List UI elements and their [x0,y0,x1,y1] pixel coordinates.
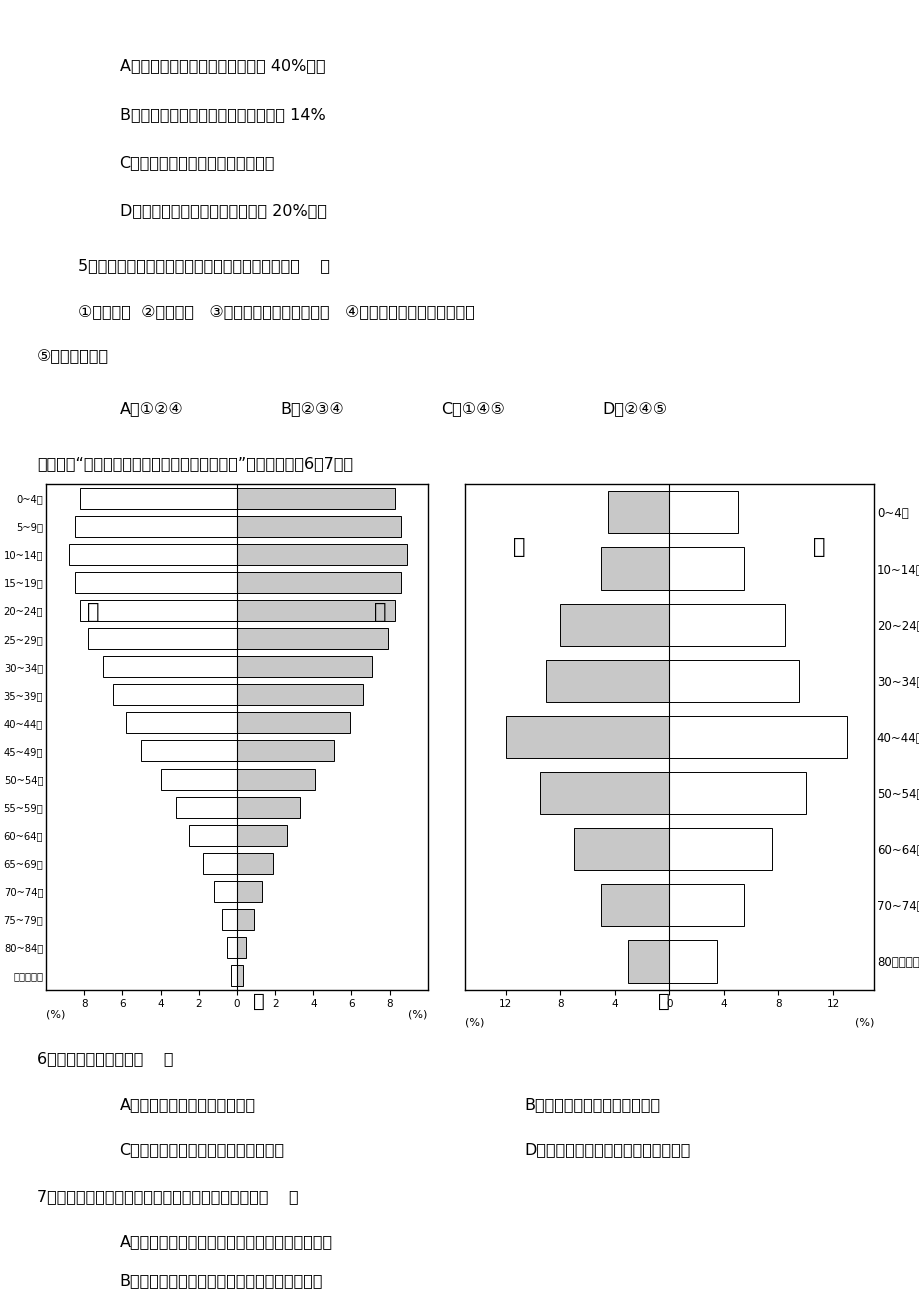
Text: 女: 女 [87,602,100,622]
Bar [539,772,669,814]
Bar [214,880,237,902]
Text: (%): (%) [464,1018,483,1027]
Bar [237,628,387,650]
Bar [237,712,349,733]
Bar [669,548,743,590]
Bar [202,853,237,874]
Bar [88,628,237,650]
Bar [103,656,237,677]
Bar [237,797,300,818]
Text: 乙: 乙 [657,992,669,1012]
Text: C．人口增长较快，劳动力资源丰富: C．人口增长较快，劳动力资源丰富 [119,155,275,171]
Bar [237,768,315,789]
Bar [221,909,237,930]
Text: B．②③④: B．②③④ [280,401,344,417]
Text: D．乙地老龄化较重，年轻人负担较重: D．乙地老龄化较重，年轻人负担较重 [524,1142,690,1157]
Bar [74,572,237,594]
Bar [669,716,845,758]
Text: (%): (%) [408,1009,427,1019]
Text: A．人口增长快，少儿人口比重在 40%以上: A．人口增长快，少儿人口比重在 40%以上 [119,59,325,74]
Bar [600,548,669,590]
Text: 甲、乙是“两地不同年龄和性别的人口金字塔图”。读图，完戀6～7题。: 甲、乙是“两地不同年龄和性别的人口金字塔图”。读图，完戀6～7题。 [37,456,353,471]
Bar [560,604,669,646]
Bar [600,884,669,927]
Bar [669,604,785,646]
Text: (%): (%) [854,1018,873,1027]
Bar [505,716,669,758]
Bar [669,828,771,870]
Bar [237,880,261,902]
Bar [237,853,273,874]
Bar [160,768,237,789]
Bar [237,572,401,594]
Text: 5．下列措施能缓解该国人口现象带来的问题的是（    ）: 5．下列措施能缓解该国人口现象带来的问题的是（ ） [78,258,330,273]
Text: A．大力吸引外来劳动力，解决劳动力不足的问题: A．大力吸引外来劳动力，解决劳动力不足的问题 [119,1234,333,1250]
Bar [237,488,395,509]
Bar [237,909,254,930]
Text: 男: 男 [513,538,525,557]
Bar [189,824,237,846]
Text: ①鼓励生育  ②产业升级   ③提高外来移民的准入门槛   ④加大对抚养儿童的支持力度: ①鼓励生育 ②产业升级 ③提高外来移民的准入门槛 ④加大对抚养儿童的支持力度 [78,305,474,320]
Bar [607,491,669,534]
Text: 男: 男 [373,602,386,622]
Text: 女: 女 [812,538,824,557]
Bar [628,940,669,983]
Bar [227,937,237,958]
Text: (%): (%) [46,1009,65,1019]
Bar [69,544,237,565]
Bar [669,491,737,534]
Text: D．②④⑤: D．②④⑤ [602,401,667,417]
Text: 6．下列推测合理的是（    ）: 6．下列推测合理的是（ ） [37,1051,173,1066]
Text: 甲: 甲 [253,992,265,1012]
Text: C．乙地年轻人少，大学生就业压力小: C．乙地年轻人少，大学生就业压力小 [119,1142,284,1157]
Bar [546,660,669,702]
Text: A．①②④: A．①②④ [119,401,183,417]
Text: B．调整计划生育政策，调控年龄结构失调问题: B．调整计划生育政策，调控年龄结构失调问题 [119,1273,323,1289]
Text: ⑤国际劳务输出: ⑤国际劳务输出 [37,349,108,365]
Bar [237,656,372,677]
Bar [231,965,237,986]
Bar [573,828,669,870]
Text: B．人口缓慢增长，老年人口比重可达 14%: B．人口缓慢增长，老年人口比重可达 14% [119,107,325,122]
Bar [142,741,237,762]
Bar [237,824,286,846]
Bar [237,544,406,565]
Bar [237,965,243,986]
Bar [669,772,805,814]
Bar [237,600,395,621]
Bar [237,937,246,958]
Bar [176,797,237,818]
Bar [237,516,401,536]
Bar [126,712,237,733]
Text: C．①④⑤: C．①④⑤ [441,401,505,417]
Text: A．甲地人口增长数量比乙地多: A．甲地人口增长数量比乙地多 [119,1098,255,1113]
Text: 7．针对乙地人口问题，采取的相应措施不合理的是（    ）: 7．针对乙地人口问题，采取的相应措施不合理的是（ ） [37,1189,298,1204]
Bar [669,660,798,702]
Bar [237,685,362,706]
Bar [669,940,716,983]
Bar [80,488,237,509]
Bar [237,741,334,762]
Text: B．甲地人口性别结构严重失调: B．甲地人口性别结构严重失调 [524,1098,660,1113]
Bar [74,516,237,536]
Text: D．人口负增长，老年人口比重达 20%以上: D．人口负增长，老年人口比重达 20%以上 [119,203,326,219]
Bar [669,884,743,927]
Bar [113,685,237,706]
Bar [80,600,237,621]
